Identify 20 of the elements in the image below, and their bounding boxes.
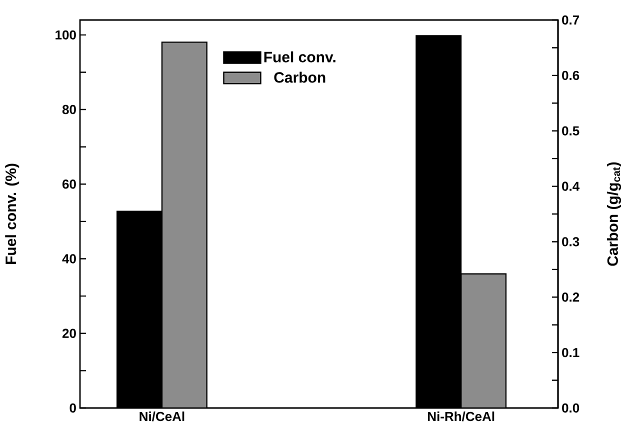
x-tick-label: Ni-Rh/CeAl: [428, 412, 494, 422]
y2-tick-label: 0.7: [562, 15, 580, 25]
y2-tick-label: 0.4: [562, 182, 580, 191]
y-tick-label: 100: [56, 30, 76, 40]
y-tick-label: 60: [62, 180, 76, 189]
y2-tick-label: 0.3: [562, 237, 580, 246]
y-tick-label: 20: [62, 328, 76, 338]
y2-axis-title: Carbon (g/g$_{cat}$): [606, 162, 621, 266]
y2-tick-label: 0.6: [562, 70, 580, 80]
legend-label: Carbon: [274, 72, 326, 83]
y-tick-label: 40: [62, 254, 76, 264]
y2-tick-label: 0.5: [562, 126, 580, 136]
y2-tick-label: 0.1: [562, 348, 580, 358]
legend-label: Fuel conv.: [264, 51, 336, 62]
y2-tick-label: 0.2: [562, 292, 580, 302]
x-tick-label: Ni/CeAl: [140, 412, 184, 422]
y-axis-title: Fuel conv. (%): [5, 164, 20, 264]
y2-tick-label: 0.0: [562, 403, 580, 413]
y-tick-label: 80: [62, 104, 76, 114]
y-tick-label: 0: [70, 403, 76, 413]
